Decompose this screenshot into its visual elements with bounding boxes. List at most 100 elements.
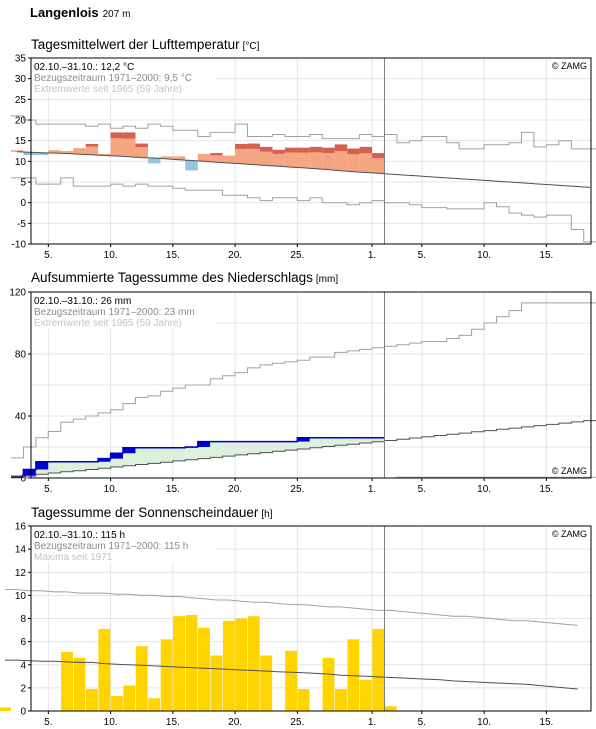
temp-xtick-label: 5. <box>418 250 426 261</box>
precip-surplus-bar <box>272 441 285 452</box>
temp-chart: 35 30 25 20 15 10 5 0 -5 -10 5. 10. 15. 20. 25. 1. 5. 10.… <box>11 54 596 261</box>
sun-bar <box>86 689 98 711</box>
temp-warm-bar <box>48 150 61 154</box>
temp-warm-bar <box>60 151 74 154</box>
precip-daily-bar <box>197 441 211 447</box>
temp-warm-bar <box>222 155 236 163</box>
temp-ytick-label: 25 <box>15 95 27 106</box>
precip-info-line-3: Extremwerte seit 1965 (59 Jahre) <box>34 318 182 329</box>
temperature-title-text: Tagesmittelwert der Lufttemperatur <box>31 37 240 52</box>
sun-bar <box>222 620 235 711</box>
sun-xtick-label: 1. <box>368 717 376 728</box>
temp-xtick-label: 10. <box>477 250 491 261</box>
precip-copyright: © ZAMG <box>552 466 587 476</box>
sun-chart: 16 14 12 10 8 6 4 2 0 5. 10. 15. 20. 25. 1. 5. 10. 15. 02.… <box>0 522 592 728</box>
precip-xtick-label: 15. <box>539 484 553 495</box>
temp-min-line <box>11 177 596 243</box>
temperature-title: Tagesmittelwert der Lufttemperatur [°C] <box>31 37 259 52</box>
sun-bar <box>98 628 111 711</box>
temp-max-line <box>11 115 596 150</box>
sun-bar <box>247 616 260 711</box>
temp-warm-cap <box>85 143 99 147</box>
temp-frame <box>30 57 592 245</box>
precip-xtick-label: 5. <box>44 484 52 495</box>
temp-warm-bar <box>284 152 298 168</box>
temp-warm-bar <box>359 153 373 173</box>
sun-bar <box>335 689 347 711</box>
precip-chart: 120 80 40 0 5. 10. 15. 20. 25. 1. 5. 10. 15. 02.10.–3… <box>9 288 596 495</box>
sun-bar <box>384 706 397 711</box>
precip-xtick-label: 25. <box>290 484 304 495</box>
temp-info-line-1: 02.10.–31.10.: 12,2 °C <box>34 62 134 73</box>
temp-warm-cap <box>334 144 348 151</box>
sun-xtick-label: 10. <box>477 717 491 728</box>
sun-bar <box>160 639 173 711</box>
precip-surplus-bar <box>160 447 173 463</box>
temp-warm-cap <box>235 143 248 149</box>
sun-copyright: © ZAMG <box>552 529 587 539</box>
sun-info-line-1: 02.10.–31.10.: 115 h <box>34 530 125 541</box>
temp-warm-cap <box>110 132 124 139</box>
precip-xtick-label: 15. <box>166 484 180 495</box>
precip-ytick-label: 80 <box>15 350 27 361</box>
temp-warm-cap <box>322 147 335 154</box>
precip-xtick-label: 1. <box>368 484 376 495</box>
temp-warm-cap <box>260 146 273 152</box>
precip-daily-bar <box>110 453 124 459</box>
temp-warm-bar <box>123 138 136 157</box>
precip-daily-bar <box>297 437 310 442</box>
temp-ytick-label: -5 <box>17 219 26 230</box>
sunshine-title: Tagessumme der Sonnenscheindauer [h] <box>31 505 273 520</box>
sun-bar <box>61 652 73 711</box>
temp-cold-bar <box>147 158 161 164</box>
sun-bar <box>210 655 223 711</box>
temp-xtick-label: 10. <box>104 250 118 261</box>
sun-xtick-label: 15. <box>166 717 180 728</box>
sun-ytick-label: 16 <box>15 522 27 533</box>
precip-surplus-bar <box>73 461 86 471</box>
sun-ytick-label: 6 <box>20 637 26 648</box>
precip-title-text: Aufsummierte Tagessumme des Niederschlag… <box>31 270 313 285</box>
temp-warm-bar <box>160 156 173 159</box>
temp-warm-cap <box>359 146 373 154</box>
temp-warm-bar <box>347 154 360 172</box>
sun-ytick-label: 12 <box>15 568 27 579</box>
sun-bar <box>297 689 310 711</box>
temp-warm-cap <box>309 146 323 153</box>
temp-warm-bar <box>197 153 211 162</box>
precip-daily-bar <box>123 447 136 454</box>
temp-warm-cap <box>247 143 260 149</box>
precip-xtick-label: 5. <box>418 484 426 495</box>
temp-warm-bar <box>322 153 335 170</box>
temp-warm-cap <box>284 147 298 153</box>
temp-xtick-label: 20. <box>228 250 242 261</box>
sun-ytick-label: 4 <box>20 660 26 671</box>
temp-warm-cap <box>135 143 148 148</box>
temp-cold-bar <box>35 152 49 156</box>
precip-info-line-1: 02.10.–31.10.: 26 mm <box>34 296 131 307</box>
temp-xtick-label: 1. <box>368 250 376 261</box>
temp-warm-cap <box>372 153 385 159</box>
temp-warm-bar <box>110 138 124 156</box>
sunshine-title-text: Tagessumme der Sonnenscheindauer <box>31 505 259 520</box>
sun-bar <box>285 650 298 711</box>
temp-ytick-label: 15 <box>15 136 27 147</box>
temp-xtick-label: 15. <box>539 250 553 261</box>
temp-warm-bar <box>11 150 24 152</box>
temp-ytick-label: 20 <box>15 116 27 127</box>
precip-surplus-bar <box>85 461 99 470</box>
precip-surplus-bar <box>260 441 273 453</box>
sun-bar <box>359 679 372 711</box>
precip-cumulative-line <box>11 436 385 478</box>
precip-max-line <box>11 302 596 459</box>
sun-normal-line <box>4 659 578 690</box>
sun-ytick-label: 14 <box>15 545 27 556</box>
precip-surplus-bar <box>222 441 236 457</box>
temperature-unit: [°C] <box>242 41 260 52</box>
precip-surplus-bar <box>172 447 186 461</box>
precip-xtick-label: 10. <box>477 484 491 495</box>
precip-surplus-bar <box>284 441 298 451</box>
precip-surplus-bar <box>297 437 310 450</box>
